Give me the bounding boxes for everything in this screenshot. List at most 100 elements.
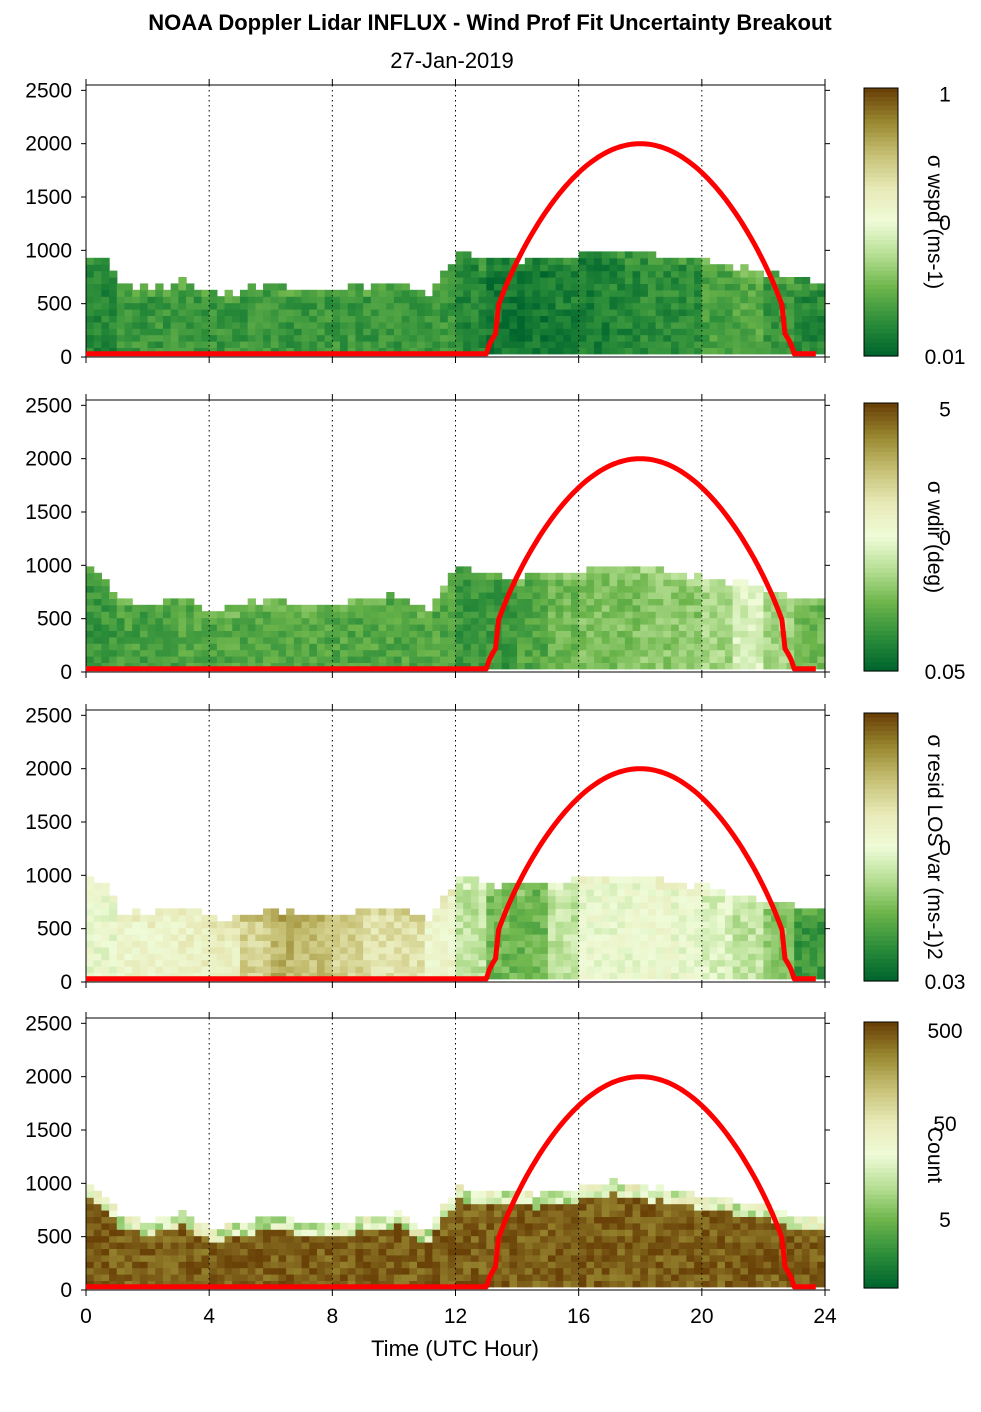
heatmap-cell <box>162 328 172 336</box>
heatmap-cell <box>363 914 372 922</box>
heatmap-cell <box>124 927 133 935</box>
heatmap-cell <box>293 328 303 336</box>
heatmap-cell <box>309 966 318 973</box>
heatmap-cell <box>501 347 510 355</box>
heatmap-cell <box>663 1197 672 1205</box>
heatmap-cell <box>293 1235 303 1243</box>
heatmap-cell <box>124 1222 133 1230</box>
heatmap-cell <box>401 914 410 922</box>
heatmap-cell <box>632 604 641 612</box>
heatmap-cell <box>563 1203 572 1211</box>
heatmap-cell <box>755 277 765 284</box>
heatmap-cell <box>332 347 341 355</box>
heatmap-cell <box>417 972 426 980</box>
heatmap-cell <box>732 940 741 948</box>
heatmap-cell <box>139 662 149 670</box>
heatmap-cell <box>640 946 649 954</box>
heatmap-cell <box>570 585 580 593</box>
heatmap-cell <box>155 1242 164 1249</box>
heatmap-cell <box>139 611 149 619</box>
heatmap-cell <box>778 334 788 342</box>
colorbar-swatch <box>864 887 898 893</box>
heatmap-cell <box>278 914 287 922</box>
heatmap-cell <box>686 1197 695 1205</box>
heatmap-cell <box>724 321 734 329</box>
heatmap-cell <box>570 624 580 631</box>
heatmap-cell <box>109 1242 118 1249</box>
heatmap-cell <box>378 959 387 967</box>
heatmap-cell <box>393 347 403 355</box>
heatmap-cell <box>647 1242 657 1249</box>
heatmap-cell <box>532 257 541 265</box>
heatmap-cell <box>93 617 102 625</box>
heatmap-cell <box>547 1210 557 1217</box>
heatmap-cell <box>748 927 757 935</box>
heatmap-cell <box>570 296 580 304</box>
heatmap-cell <box>578 1203 587 1211</box>
heatmap-cell <box>455 341 464 348</box>
heatmap-cell <box>209 643 218 651</box>
colorbar-swatch <box>864 757 898 763</box>
heatmap-cell <box>178 296 187 304</box>
heatmap-cell <box>694 895 703 903</box>
heatmap-cell <box>470 257 480 265</box>
heatmap-cell <box>517 328 526 336</box>
colorbar-swatch <box>864 342 898 348</box>
heatmap-cell <box>594 972 603 980</box>
heatmap-cell <box>617 940 626 948</box>
heatmap-cell <box>701 289 711 297</box>
heatmap-cell <box>578 611 587 619</box>
heatmap-cell <box>632 908 641 916</box>
heatmap-cell <box>355 649 364 657</box>
heatmap-cell <box>432 1216 441 1224</box>
heatmap-cell <box>617 1261 626 1269</box>
heatmap-cell <box>517 1229 526 1237</box>
heatmap-cell <box>740 321 749 329</box>
heatmap-cell <box>186 934 195 941</box>
heatmap-cell <box>293 921 303 929</box>
heatmap-cell <box>270 966 280 973</box>
heatmap-cell <box>609 1190 618 1198</box>
heatmap-cell <box>478 1216 487 1224</box>
heatmap-cell <box>570 966 580 973</box>
heatmap-cell <box>493 334 503 342</box>
heatmap-cell <box>386 946 395 954</box>
heatmap-cell <box>101 617 110 625</box>
heatmap-cell <box>478 902 487 909</box>
heatmap-cell <box>532 334 541 342</box>
heatmap-cell <box>732 579 741 587</box>
heatmap-cell <box>278 296 287 304</box>
heatmap-cell <box>316 656 326 663</box>
heatmap-cell <box>547 895 557 903</box>
heatmap-cell <box>224 321 233 329</box>
heatmap-cell <box>624 617 634 625</box>
heatmap-cell <box>678 309 688 316</box>
heatmap-cell <box>640 1242 649 1249</box>
heatmap-cell <box>717 309 726 316</box>
heatmap-cell <box>209 959 218 967</box>
heatmap-cell <box>309 309 318 316</box>
colorbar-swatch <box>864 248 898 254</box>
heatmap-cell <box>517 902 526 909</box>
colorbar-swatch <box>864 855 898 861</box>
heatmap-cell <box>193 1274 203 1281</box>
heatmap-cell <box>224 1280 233 1288</box>
heatmap-cell <box>486 1280 495 1288</box>
heatmap-cell <box>778 649 788 657</box>
heatmap-cell <box>278 940 287 948</box>
heatmap-cell <box>478 927 487 935</box>
heatmap-cell <box>293 643 303 651</box>
heatmap-cell <box>486 257 495 265</box>
colorbar-swatch <box>864 653 898 659</box>
heatmap-cell <box>647 876 657 884</box>
heatmap-cell <box>547 572 557 580</box>
heatmap-cell <box>486 309 495 316</box>
heatmap-cell <box>201 309 210 316</box>
heatmap-cell <box>316 934 326 941</box>
heatmap-cell <box>239 315 249 323</box>
heatmap-cell <box>378 1274 387 1281</box>
heatmap-cell <box>478 895 487 903</box>
heatmap-cell <box>263 328 272 336</box>
heatmap-cell <box>147 289 156 297</box>
heatmap-cell <box>93 895 102 903</box>
